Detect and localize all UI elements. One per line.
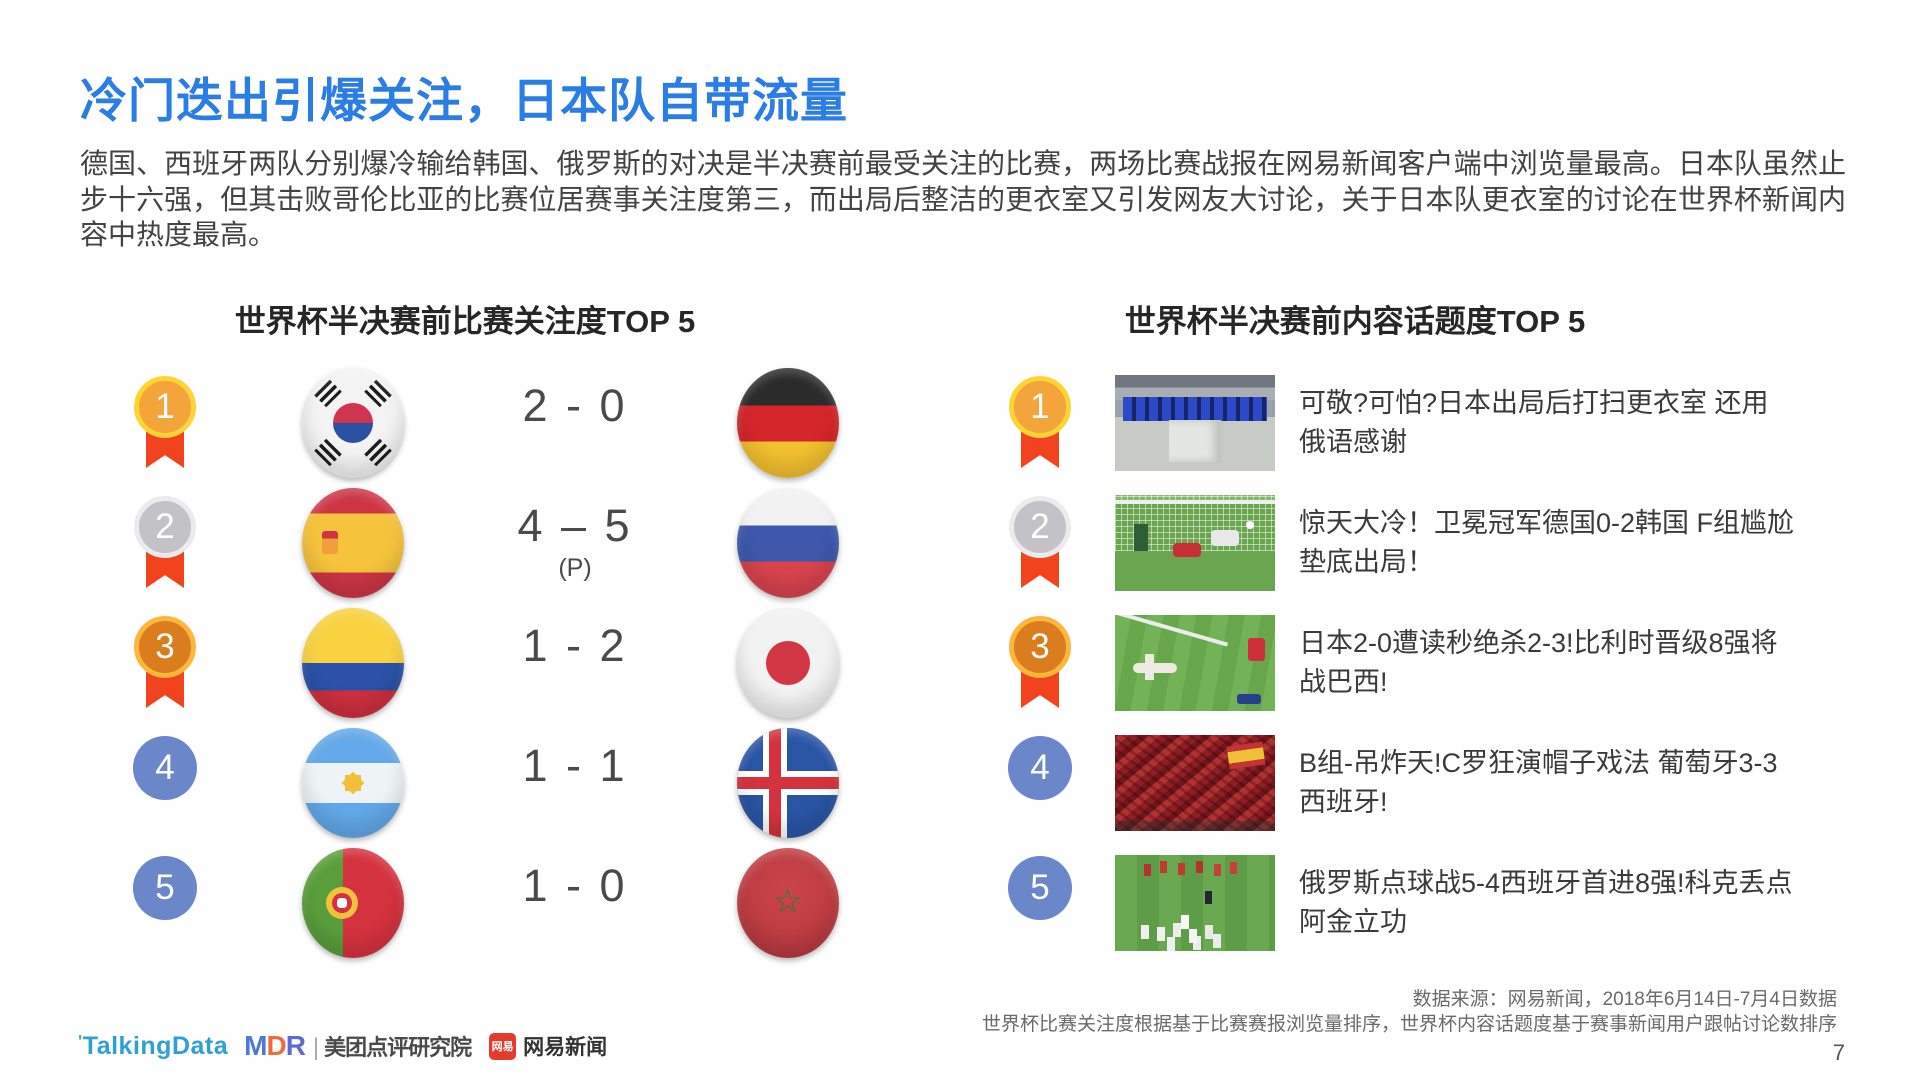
news-headline: 惊天大冷！卫冕冠军德国0-2韩国 F组尴尬垫底出局！ xyxy=(1299,507,1795,577)
team-celebration-thumbnail xyxy=(1115,855,1275,951)
intro-paragraph: 德国、西班牙两队分别爆冷输给韩国、俄罗斯的对决是半决赛前最受关注的比赛，两场比赛… xyxy=(80,148,1846,251)
flag-south-korea-icon xyxy=(301,368,404,478)
match-attention-panel: 世界杯半决赛前比赛关注度TOP 5 1 2 - 0 2 4 – 5 (P) 3 1… xyxy=(0,296,880,963)
topic-row-4: 4 B组-吊炸天!C罗狂演帽子戏法 葡萄牙3-3西班牙! xyxy=(965,723,1921,843)
netease-news-label: 网易新闻 xyxy=(523,1036,608,1059)
match-row-4: 4 1 - 1 xyxy=(80,723,880,843)
mdr-meituan-logo: MDR | 美团点评研究院 xyxy=(244,1030,472,1061)
rank-number: 3 xyxy=(134,616,196,678)
match-score-note: (P) xyxy=(558,554,592,582)
rank-number: 5 xyxy=(1008,856,1072,920)
flag-argentina-icon xyxy=(301,728,404,838)
pitch-players-thumbnail xyxy=(1115,615,1275,711)
news-headline: 日本2-0遭读秒绝杀2-3!比利时晋级8强将战巴西! xyxy=(1299,627,1778,697)
match-row-1: 1 2 - 0 xyxy=(80,363,880,483)
content-topic-panel: 世界杯半决赛前内容话题度TOP 5 1 可敬?可怕?日本出局后打扫更衣室 还用俄… xyxy=(880,296,1921,963)
match-score-note xyxy=(522,914,627,946)
match-row-2: 2 4 – 5 (P) xyxy=(80,483,880,603)
rank-5-badge-icon: 5 xyxy=(132,856,198,950)
rank-number: 1 xyxy=(134,376,196,438)
rank-number: 2 xyxy=(1009,496,1071,558)
data-source-note: 数据来源：网易新闻，2018年6月14日-7月4日数据 世界杯比赛关注度根据基于… xyxy=(982,987,1837,1038)
rank-1-medal-icon: 1 xyxy=(1007,376,1073,470)
rank-4-badge-icon: 4 xyxy=(132,736,198,830)
news-headline: 俄罗斯点球战5-4西班牙首进8强!科克丢点阿金立功 xyxy=(1299,867,1793,937)
meituan-research-label: 美团点评研究院 xyxy=(324,1035,472,1060)
flag-colombia-icon xyxy=(301,608,404,718)
flag-spain-icon xyxy=(301,488,404,598)
topic-row-5: 5 俄罗斯点球战5-4西班牙首进8强!科克丢点阿金立功 xyxy=(965,843,1921,963)
match-row-5: 5 1 - 0 ☆ xyxy=(80,843,880,963)
fans-crowd-thumbnail xyxy=(1115,735,1275,831)
flag-portugal-icon xyxy=(301,848,404,958)
match-score: 1 - 2 xyxy=(522,620,628,671)
goal-action-thumbnail xyxy=(1115,495,1275,591)
topic-row-2: 2 惊天大冷！卫冕冠军德国0-2韩国 F组尴尬垫底出局！ xyxy=(965,483,1921,603)
talkingdata-mark-icon: ' xyxy=(78,1031,83,1052)
rank-5-badge-icon: 5 xyxy=(1007,856,1073,950)
rank-number: 1 xyxy=(1009,376,1071,438)
news-headline: B组-吊炸天!C罗狂演帽子戏法 葡萄牙3-3西班牙! xyxy=(1299,747,1778,817)
match-score-note xyxy=(522,674,627,706)
rank-1-medal-icon: 1 xyxy=(132,376,198,470)
rank-2-medal-icon: 2 xyxy=(132,496,198,590)
rank-3-medal-icon: 3 xyxy=(1007,616,1073,710)
match-score: 4 – 5 xyxy=(517,500,633,551)
netease-badge-icon: 网易 xyxy=(489,1032,517,1060)
rank-number: 4 xyxy=(1008,736,1072,800)
flag-iceland-icon xyxy=(736,728,839,838)
topic-panel-title: 世界杯半决赛前内容话题度TOP 5 xyxy=(1124,304,1586,339)
topic-row-1: 1 可敬?可怕?日本出局后打扫更衣室 还用俄语感谢 xyxy=(965,363,1921,483)
match-row-3: 3 1 - 2 xyxy=(80,603,880,723)
match-panel-title: 世界杯半决赛前比赛关注度TOP 5 xyxy=(234,304,696,339)
rank-3-medal-icon: 3 xyxy=(132,616,198,710)
match-score: 1 - 1 xyxy=(522,740,628,791)
news-headline: 可敬?可怕?日本出局后打扫更衣室 还用俄语感谢 xyxy=(1299,387,1769,457)
logo-divider: | xyxy=(312,1034,319,1061)
netease-news-logo: 网易 网易新闻 xyxy=(489,1031,607,1061)
rank-number: 4 xyxy=(133,736,197,800)
flag-russia-icon xyxy=(736,488,839,598)
rank-number: 5 xyxy=(133,856,197,920)
match-score-note xyxy=(522,434,627,466)
flag-japan-icon xyxy=(736,608,839,718)
source-line-1: 数据来源：网易新闻，2018年6月14日-7月4日数据 xyxy=(1412,988,1837,1010)
content-columns: 世界杯半决赛前比赛关注度TOP 5 1 2 - 0 2 4 – 5 (P) 3 1… xyxy=(0,296,1921,963)
rank-2-medal-icon: 2 xyxy=(1007,496,1073,590)
page-title: 冷门迭出引爆关注，日本队自带流量 xyxy=(80,74,848,127)
locker-room-thumbnail xyxy=(1115,375,1275,471)
topic-row-3: 3 日本2-0遭读秒绝杀2-3!比利时晋级8强将战巴西! xyxy=(965,603,1921,723)
source-line-2: 世界杯比赛关注度根据基于比赛赛报浏览量排序，世界杯内容话题度基于赛事新闻用户跟帖… xyxy=(981,1014,1837,1036)
rank-4-badge-icon: 4 xyxy=(1007,736,1073,830)
page-number: 7 xyxy=(1832,1040,1845,1065)
match-score: 2 - 0 xyxy=(522,380,628,431)
match-score: 1 - 0 xyxy=(522,860,628,911)
rank-number: 3 xyxy=(1009,616,1071,678)
match-score-note xyxy=(522,794,627,826)
flag-germany-icon xyxy=(736,368,839,478)
footer-logos: 'TalkingData MDR | 美团点评研究院 网易 网易新闻 xyxy=(78,1030,607,1062)
talkingdata-logo: 'TalkingData xyxy=(78,1031,229,1060)
rank-number: 2 xyxy=(134,496,196,558)
flag-morocco-icon: ☆ xyxy=(736,848,839,958)
